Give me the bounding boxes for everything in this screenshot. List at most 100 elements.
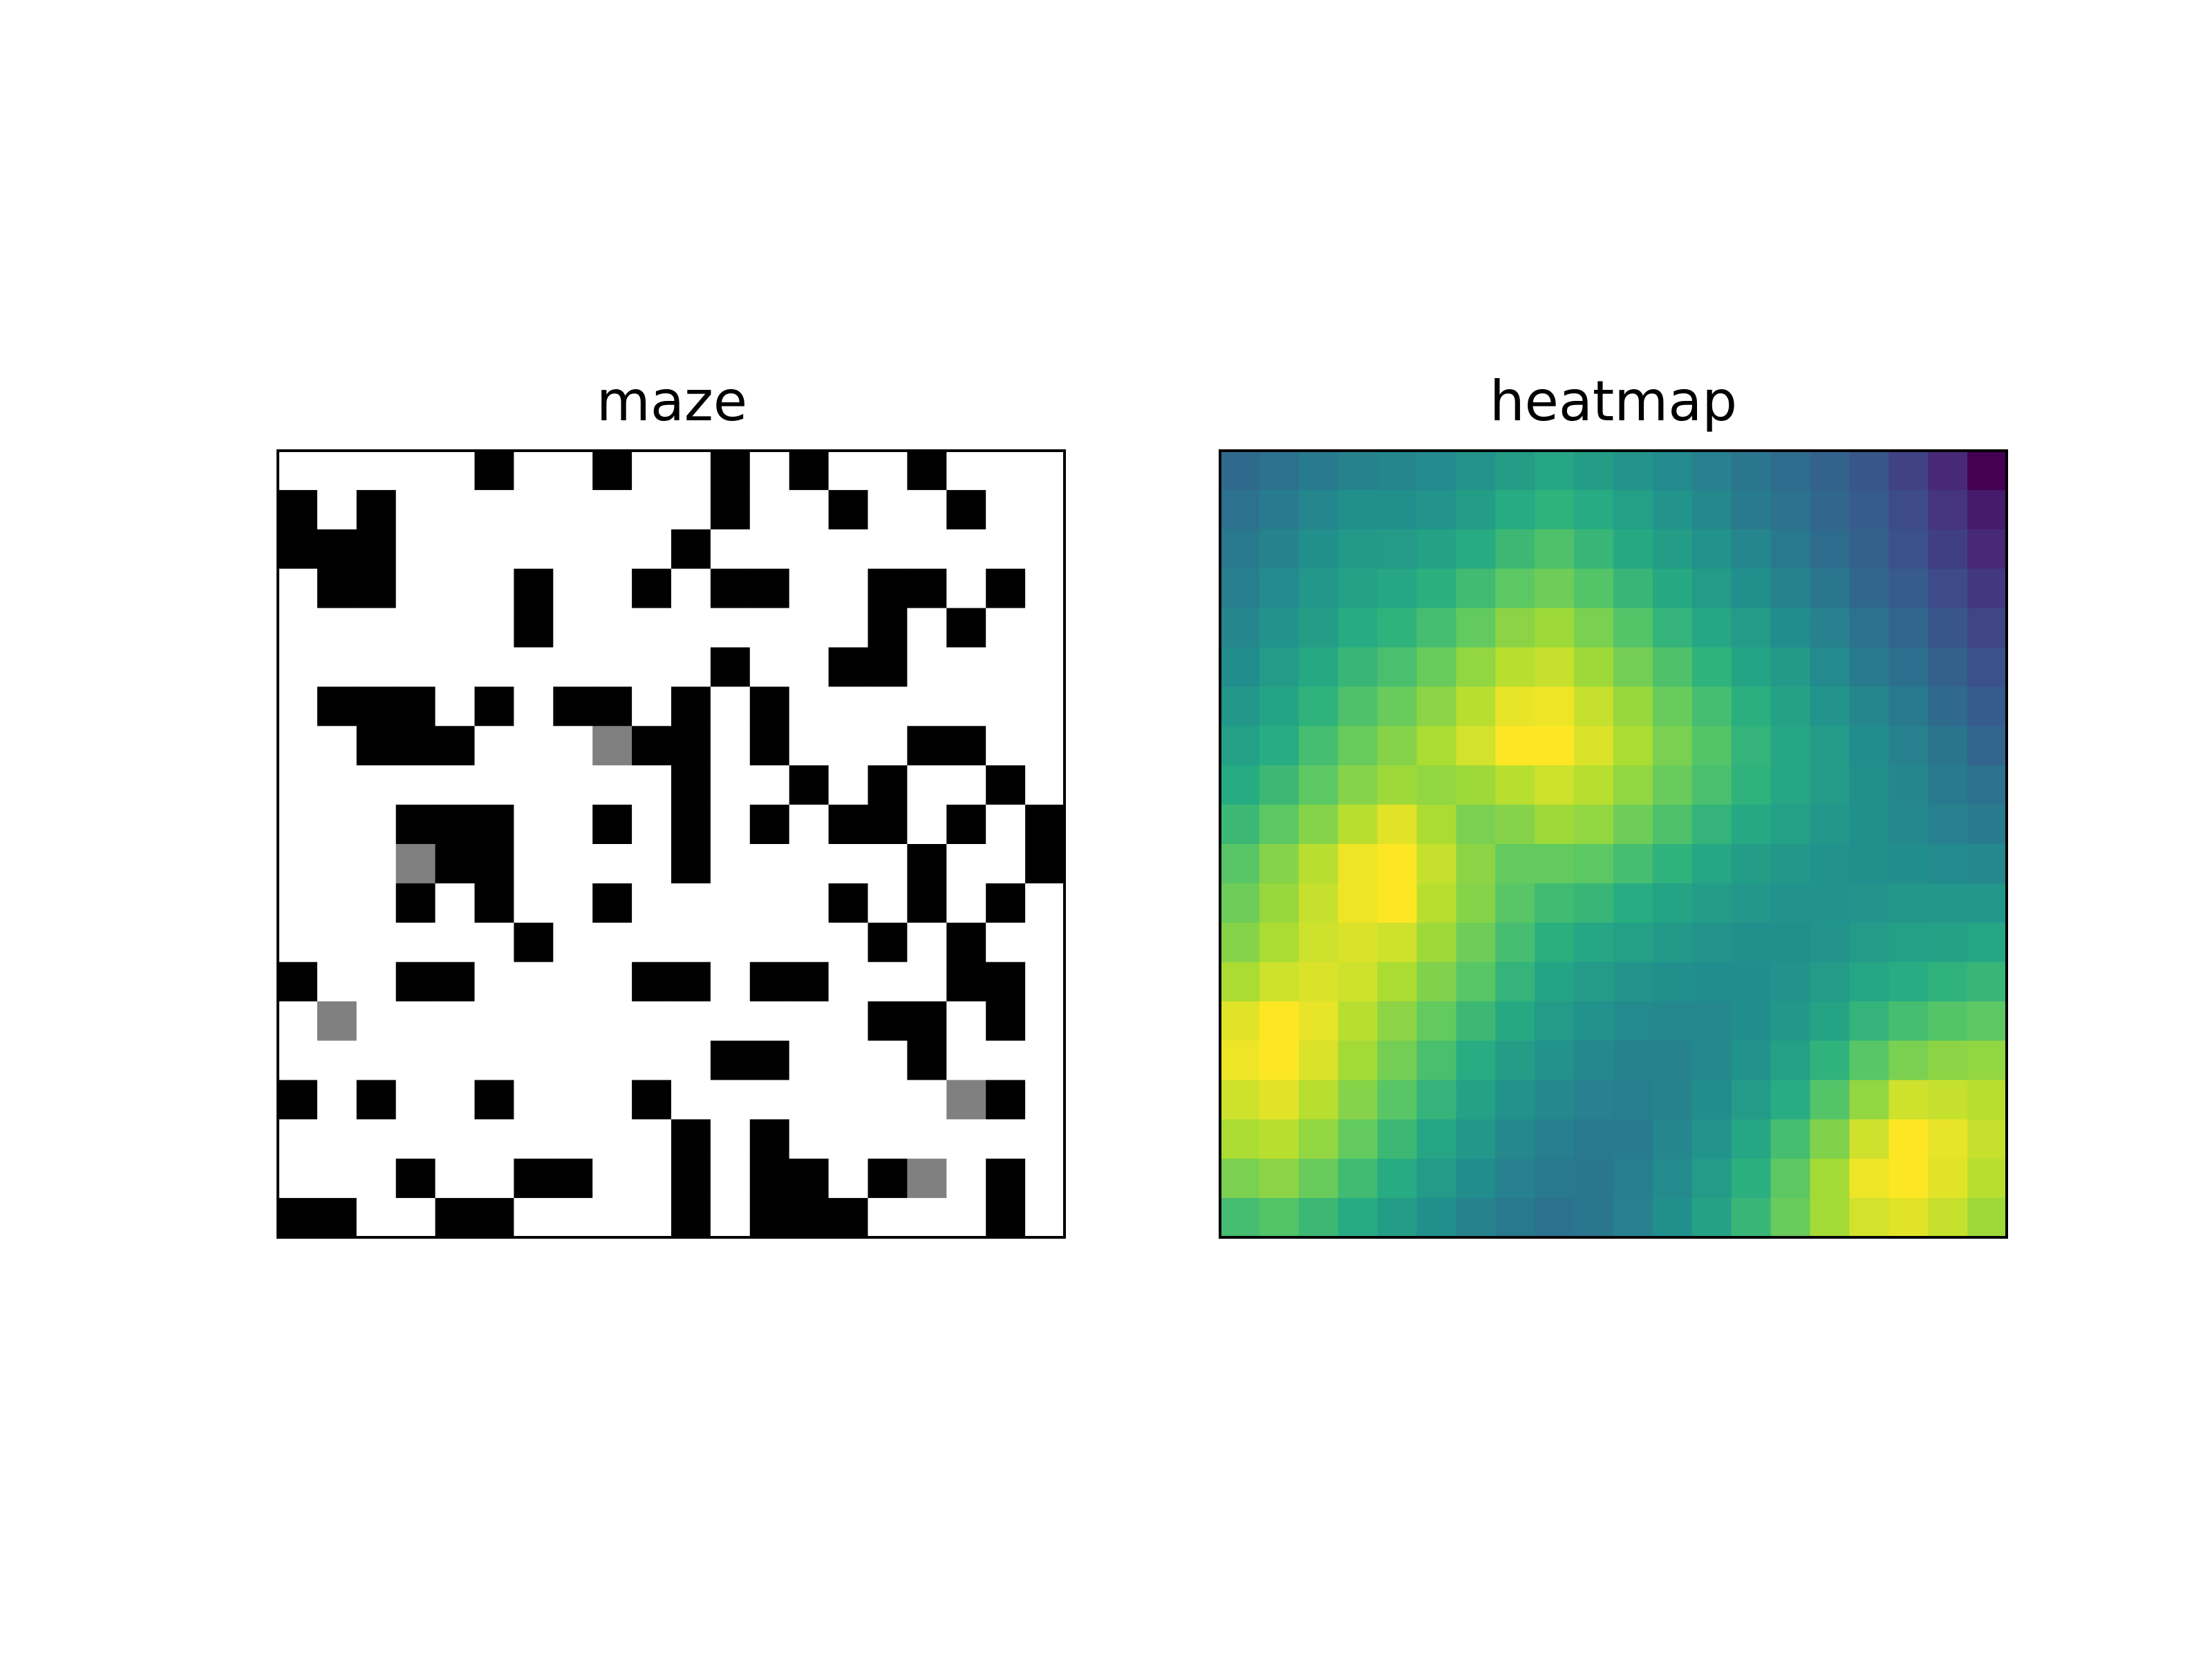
heatmap-cell-r12-c0 xyxy=(1220,922,1260,963)
heatmap-cell-r2-c11 xyxy=(1652,529,1693,570)
heatmap-cell-r13-c19 xyxy=(1967,962,2007,1002)
heatmap-cell-r4-c6 xyxy=(1456,608,1496,648)
maze-cell-r16-c5 xyxy=(474,1080,514,1120)
heatmap-cell-r9-c9 xyxy=(1574,805,1614,845)
heatmap-cell-r2-c4 xyxy=(1377,529,1418,570)
maze-cell-r9-c5 xyxy=(474,805,514,845)
maze-cell-r15-c18 xyxy=(986,1040,1026,1080)
maze-cell-r12-c16 xyxy=(907,922,947,963)
heatmap-cell-r19-c0 xyxy=(1220,1198,1260,1238)
heatmap-cell-r14-c13 xyxy=(1731,1001,1772,1042)
heatmap-cell-r3-c7 xyxy=(1495,568,1535,609)
maze-cell-r9-c0 xyxy=(278,805,318,845)
heatmap-cell-r10-c1 xyxy=(1259,844,1300,884)
heatmap-cell-r3-c8 xyxy=(1535,568,1575,609)
heatmap-cell-r10-c0 xyxy=(1220,844,1260,884)
maze-cell-r11-c18 xyxy=(986,883,1026,924)
heatmap-cell-r15-c10 xyxy=(1613,1040,1653,1080)
maze-cell-r1-c5 xyxy=(474,489,514,530)
heatmap-cell-r3-c5 xyxy=(1416,568,1456,609)
maze-cell-r3-c13 xyxy=(789,568,830,609)
heatmap-cell-r19-c17 xyxy=(1888,1198,1929,1238)
heatmap-cell-r6-c19 xyxy=(1967,686,2007,727)
heatmap-cell-r16-c15 xyxy=(1810,1080,1850,1120)
heatmap-cell-r1-c9 xyxy=(1574,489,1614,530)
maze-cell-r9-c9 xyxy=(632,805,672,845)
heatmap-cell-r14-c12 xyxy=(1691,1001,1732,1042)
heatmap-cell-r10-c3 xyxy=(1338,844,1378,884)
heatmap-cell-r2-c6 xyxy=(1456,529,1496,570)
maze-cell-r10-c13 xyxy=(789,844,830,884)
maze-cell-r2-c10 xyxy=(671,529,711,570)
heatmap-cell-r2-c7 xyxy=(1495,529,1535,570)
heatmap-cell-r14-c17 xyxy=(1888,1001,1929,1042)
heatmap-cell-r14-c8 xyxy=(1535,1001,1575,1042)
maze-cell-r13-c6 xyxy=(514,962,554,1002)
heatmap-cell-r0-c3 xyxy=(1338,451,1378,491)
heatmap-cell-r1-c2 xyxy=(1298,489,1339,530)
maze-cell-r8-c15 xyxy=(868,765,908,805)
heatmap-cell-r19-c16 xyxy=(1849,1198,1889,1238)
heatmap-cell-r8-c13 xyxy=(1731,765,1772,805)
maze-cell-r6-c13 xyxy=(789,686,830,727)
maze-cell-r4-c16 xyxy=(907,608,947,648)
heatmap-cell-r8-c3 xyxy=(1338,765,1378,805)
heatmap-cell-r12-c13 xyxy=(1731,922,1772,963)
heatmap-cell-r10-c15 xyxy=(1810,844,1850,884)
maze-cell-r5-c19 xyxy=(1025,647,1065,687)
heatmap-cell-r2-c9 xyxy=(1574,529,1614,570)
maze-cell-r11-c7 xyxy=(553,883,593,924)
heatmap-cell-r11-c8 xyxy=(1535,883,1575,924)
heatmap-title: heatmap xyxy=(1490,369,1737,433)
heatmap-cell-r5-c5 xyxy=(1416,647,1456,687)
heatmap-cell-r0-c5 xyxy=(1416,451,1456,491)
maze-cell-r2-c2 xyxy=(356,529,397,570)
heatmap-cell-r7-c15 xyxy=(1810,726,1850,766)
heatmap-cell-r16-c18 xyxy=(1928,1080,1968,1120)
maze-cell-r15-c15 xyxy=(868,1040,908,1080)
maze-cell-r16-c10 xyxy=(671,1080,711,1120)
maze-cell-r15-c1 xyxy=(317,1040,357,1080)
maze-cell-r0-c13 xyxy=(789,451,830,491)
maze-cell-r17-c18 xyxy=(986,1119,1026,1159)
heatmap-cell-r4-c12 xyxy=(1691,608,1732,648)
heatmap-cell-r4-c15 xyxy=(1810,608,1850,648)
maze-cell-r5-c11 xyxy=(710,647,751,687)
heatmap-cell-r3-c1 xyxy=(1259,568,1300,609)
heatmap-cell-r16-c8 xyxy=(1535,1080,1575,1120)
heatmap-cell-r7-c14 xyxy=(1770,726,1811,766)
heatmap-cell-r12-c17 xyxy=(1888,922,1929,963)
heatmap-cell-r16-c3 xyxy=(1338,1080,1378,1120)
heatmap-cell-r19-c19 xyxy=(1967,1198,2007,1238)
heatmap-cell-r17-c19 xyxy=(1967,1119,2007,1159)
maze-cell-r13-c18 xyxy=(986,962,1026,1002)
maze-cell-r14-c2 xyxy=(356,1001,397,1042)
heatmap-cell-r12-c10 xyxy=(1613,922,1653,963)
heatmap-cell-r0-c8 xyxy=(1535,451,1575,491)
heatmap-cell-r15-c11 xyxy=(1652,1040,1693,1080)
maze-cell-r13-c13 xyxy=(789,962,830,1002)
maze-cell-r13-c11 xyxy=(710,962,751,1002)
maze-cell-r13-c2 xyxy=(356,962,397,1002)
heatmap-cell-r15-c18 xyxy=(1928,1040,1968,1080)
heatmap-cell-r0-c16 xyxy=(1849,451,1889,491)
maze-cell-r2-c15 xyxy=(868,529,908,570)
heatmap-cell-r2-c14 xyxy=(1770,529,1811,570)
heatmap-cell-r17-c9 xyxy=(1574,1119,1614,1159)
maze-cell-r3-c14 xyxy=(828,568,869,609)
heatmap-cell-r17-c17 xyxy=(1888,1119,1929,1159)
maze-cell-r12-c11 xyxy=(710,922,751,963)
maze-cell-r5-c14 xyxy=(828,647,869,687)
maze-cell-r9-c1 xyxy=(317,805,357,845)
heatmap-cell-r6-c1 xyxy=(1259,686,1300,727)
heatmap-cell-r17-c6 xyxy=(1456,1119,1496,1159)
heatmap-cell-r12-c11 xyxy=(1652,922,1693,963)
maze-cell-r12-c4 xyxy=(435,922,476,963)
maze-cell-r15-c7 xyxy=(553,1040,593,1080)
maze-cell-r15-c10 xyxy=(671,1040,711,1080)
maze-cell-r0-c19 xyxy=(1025,451,1065,491)
maze-cell-r19-c11 xyxy=(710,1198,751,1238)
heatmap-cell-r13-c10 xyxy=(1613,962,1653,1002)
maze-cell-r19-c7 xyxy=(553,1198,593,1238)
maze-cell-r4-c18 xyxy=(986,608,1026,648)
